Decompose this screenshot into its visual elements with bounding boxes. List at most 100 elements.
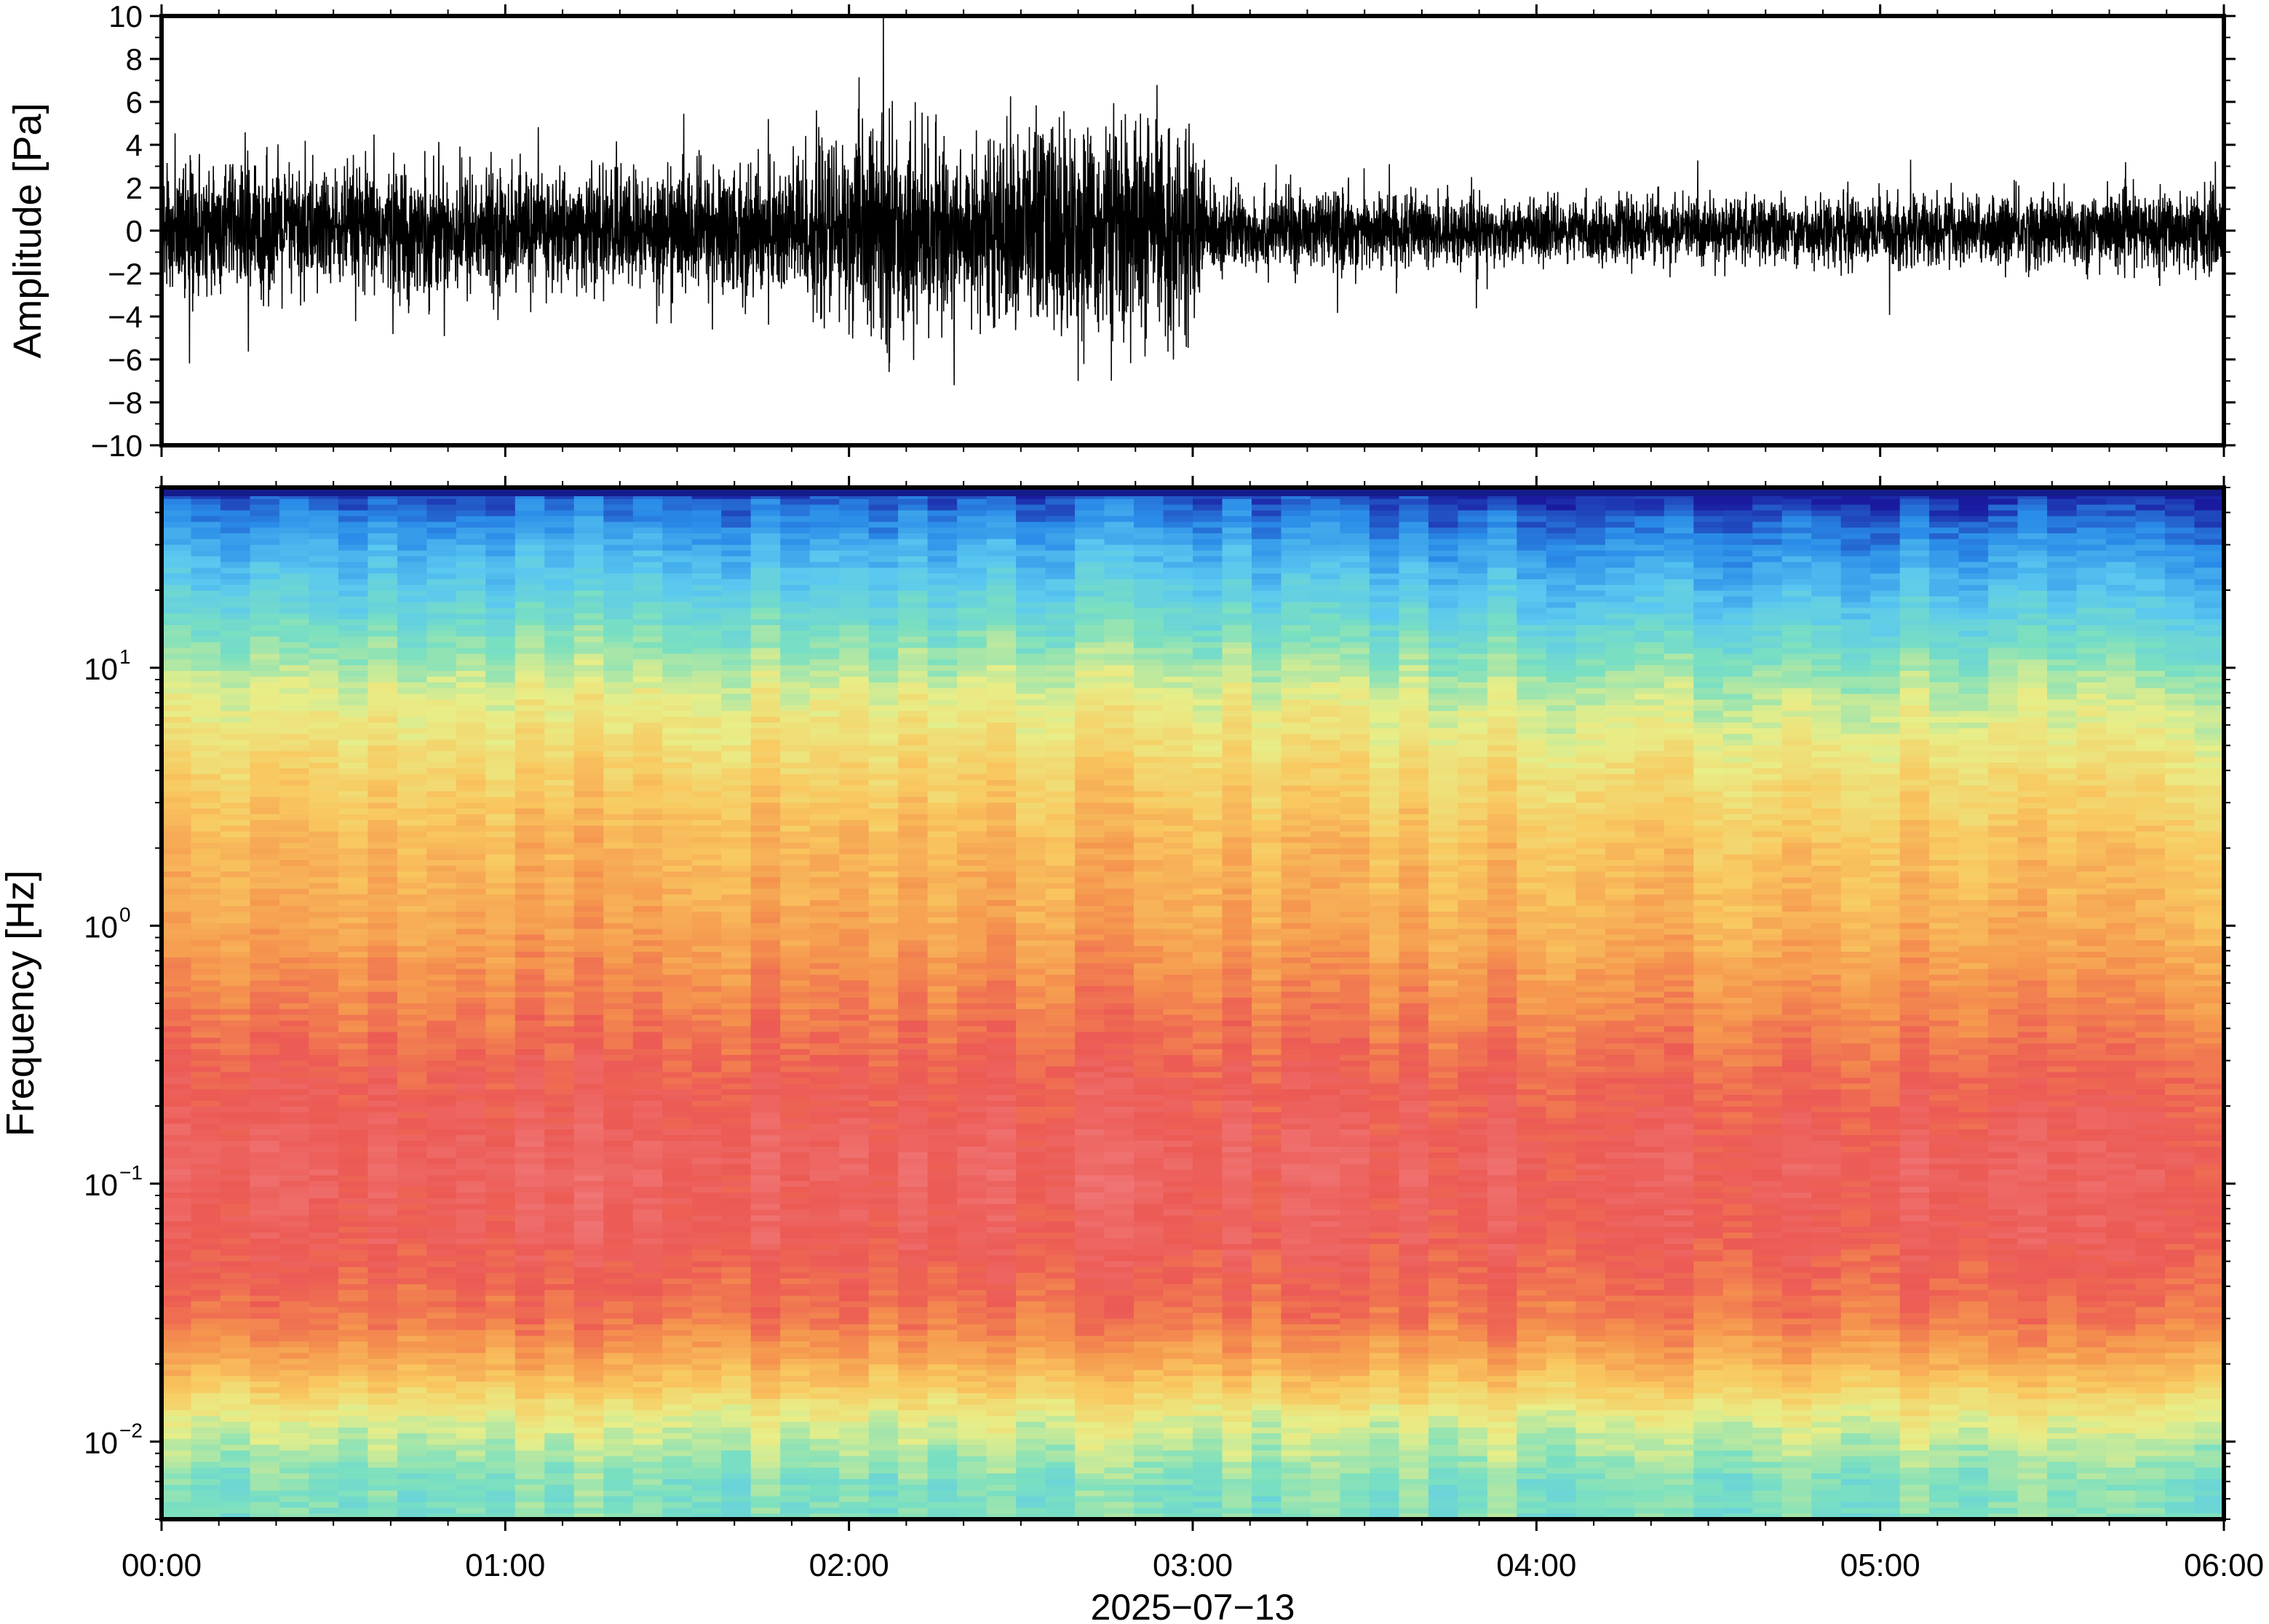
spectrogram-cell [810,1170,840,1177]
spectrogram-cell [456,757,486,763]
spectrogram-cell [485,499,515,506]
spectrogram-cell [603,1233,633,1239]
spectrogram-cell [397,665,427,672]
spectrogram-cell [928,1055,958,1062]
spectrogram-cell [928,1204,958,1211]
spectrogram-cell [456,1238,486,1245]
spectrogram-cell [810,746,840,752]
spectrogram-cell [662,1198,692,1205]
spectrogram-cell [721,1284,751,1291]
spectrogram-cell [220,654,250,661]
spectrogram-cell [426,734,456,741]
spectrogram-cell [662,918,692,924]
spectrogram-cell [721,929,751,936]
spectrogram-cell [780,1313,810,1319]
spectrogram-cell [485,740,515,747]
spectrogram-cell [780,1296,810,1302]
spectrogram-cell [633,1370,663,1377]
spectrogram-cell [220,780,250,787]
spectrogram-cell [397,820,427,827]
spectrogram-cell [721,1307,751,1314]
spectrogram-cell [692,591,722,597]
spectrogram-cell [780,757,810,763]
spectrogram-cell [898,906,928,912]
spectrogram-cell [279,763,309,769]
spectrogram-cell [633,1336,663,1342]
spectrogram-cell [485,952,515,958]
spectrogram-cell [839,557,869,563]
spectrogram-cell [220,1410,250,1417]
spectrogram-cell [692,1107,722,1113]
spectrogram-cell [869,1204,899,1211]
spectrogram-cell [810,894,840,901]
spectrogram-cell [456,1003,486,1010]
spectrogram-cell [633,1508,663,1514]
spectrogram-cell [250,826,280,832]
spectrogram-cell [692,877,722,884]
spectrogram-cell [839,1468,869,1474]
spectrogram-cell [692,1422,722,1428]
spectrogram-cell [692,929,722,936]
spectrogram-cell [633,734,663,741]
spectrogram-cell [220,1049,250,1056]
spectrogram-cell [810,1101,840,1107]
spectrogram-cell [220,1216,250,1222]
spectrogram-cell [338,1083,368,1090]
spectrogram-cell [309,585,338,592]
spectrogram-cell [810,1175,840,1182]
spectrogram-cell [633,665,663,672]
spectrogram-cell [810,1284,840,1291]
spectrogram-cell [220,1083,250,1090]
spectrogram-cell [426,757,456,763]
spectrogram-cell [869,958,899,964]
spectrogram-cell [515,877,545,884]
spectrogram-cell [780,522,810,528]
spectrogram-cell [367,723,397,729]
spectrogram-cell [191,986,221,992]
spectrogram-cell [397,763,427,769]
spectrogram-cell [515,1089,545,1096]
spectrogram-cell [780,860,810,867]
spectrogram-cell [162,1129,191,1136]
spectrogram-cell [780,1135,810,1142]
spectrogram-cell [250,1061,280,1067]
spectrogram-cell [928,1095,958,1102]
spectrogram-cell [515,533,545,540]
spectrogram-cell [751,579,781,586]
spectrogram-cell [633,774,663,781]
spectrogram-cell [780,1348,810,1354]
spectrogram-cell [692,786,722,792]
spectrogram-cell [839,1410,869,1417]
spectrogram-cell [515,1324,545,1331]
spectrogram-cell [839,1502,869,1508]
spectrogram-cell [162,557,191,563]
spectrogram-cell [191,746,221,752]
spectrogram-cell [721,837,751,844]
spectrogram-cell [367,648,397,655]
spectrogram-cell [721,918,751,924]
spectrogram-cell [397,1267,427,1273]
spectrogram-cell [338,1468,368,1474]
spectrogram-cell [279,1278,309,1285]
spectrogram-cell [279,1089,309,1096]
spectrogram-cell [928,1456,958,1462]
spectrogram-cell [692,814,722,821]
spectrogram-cell [485,1393,515,1400]
spectrogram-cell [220,814,250,821]
spectrogram-cell [220,625,250,632]
spectrogram-cell [397,1497,427,1503]
spectrogram-cell [603,1502,633,1508]
spectrogram-cell [162,1250,191,1257]
spectrogram-cell [751,1123,781,1130]
spectrogram-cell [426,1358,456,1365]
spectrogram-cell [426,1204,456,1211]
spectrogram-cell [485,1181,515,1187]
spectrogram-cell [810,1404,840,1411]
spectrogram-cell [426,832,456,838]
spectrogram-cell [162,883,191,890]
spectrogram-cell [780,1451,810,1457]
spectrogram-cell [928,894,958,901]
spectrogram-cell [662,1101,692,1107]
spectrogram-cell [397,1422,427,1428]
spectrogram-cell [544,963,574,970]
